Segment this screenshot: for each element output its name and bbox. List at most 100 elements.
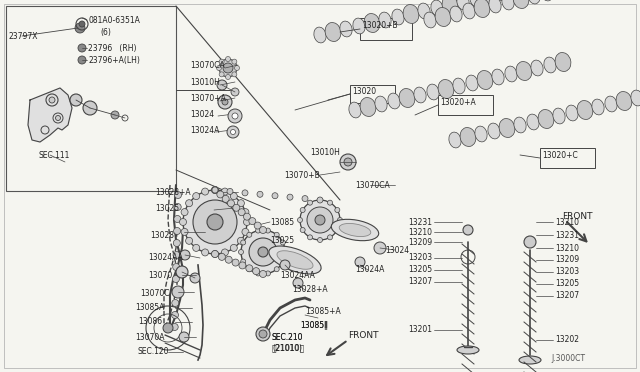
- Circle shape: [173, 228, 180, 234]
- Circle shape: [237, 200, 244, 207]
- Circle shape: [241, 259, 246, 264]
- Bar: [540, 148, 595, 168]
- Circle shape: [259, 270, 266, 278]
- Circle shape: [274, 232, 279, 237]
- Text: SEC.210: SEC.210: [272, 334, 303, 343]
- Circle shape: [219, 59, 224, 64]
- Bar: [350, 85, 395, 103]
- Text: 13210: 13210: [408, 228, 432, 237]
- Ellipse shape: [502, 0, 514, 10]
- Circle shape: [78, 44, 86, 52]
- Circle shape: [335, 228, 340, 232]
- Circle shape: [255, 271, 260, 276]
- Circle shape: [228, 109, 242, 123]
- Text: SEC.120: SEC.120: [138, 347, 170, 356]
- Ellipse shape: [555, 52, 571, 71]
- Circle shape: [238, 209, 245, 216]
- Ellipse shape: [325, 22, 341, 42]
- Ellipse shape: [519, 356, 541, 364]
- Circle shape: [255, 228, 260, 233]
- Circle shape: [111, 111, 119, 119]
- Circle shape: [172, 324, 178, 330]
- Text: 13207: 13207: [408, 278, 432, 286]
- Circle shape: [211, 186, 218, 193]
- Circle shape: [193, 200, 237, 244]
- Circle shape: [174, 215, 181, 222]
- Circle shape: [78, 56, 86, 64]
- Ellipse shape: [379, 12, 391, 28]
- Circle shape: [225, 256, 232, 263]
- Ellipse shape: [463, 3, 475, 19]
- Circle shape: [211, 250, 218, 257]
- Bar: [438, 95, 493, 115]
- Circle shape: [249, 218, 256, 225]
- Text: 13085Ⅱ: 13085Ⅱ: [300, 321, 328, 330]
- Text: 13210: 13210: [555, 244, 579, 253]
- Circle shape: [190, 273, 200, 283]
- Circle shape: [242, 228, 249, 235]
- Text: 13070CA: 13070CA: [190, 61, 225, 70]
- Text: 13070CA: 13070CA: [355, 180, 390, 189]
- Ellipse shape: [360, 97, 376, 116]
- Circle shape: [232, 72, 237, 77]
- Circle shape: [374, 242, 386, 254]
- Ellipse shape: [488, 123, 500, 139]
- Ellipse shape: [538, 109, 554, 128]
- Text: 23796+A(LH): 23796+A(LH): [88, 55, 140, 64]
- Ellipse shape: [528, 0, 540, 4]
- Ellipse shape: [531, 60, 543, 76]
- Circle shape: [230, 244, 237, 251]
- Circle shape: [247, 267, 252, 272]
- Circle shape: [186, 200, 193, 207]
- Ellipse shape: [314, 27, 326, 43]
- Circle shape: [83, 101, 97, 115]
- Text: 13010H: 13010H: [190, 77, 220, 87]
- Circle shape: [227, 126, 239, 138]
- Ellipse shape: [477, 71, 493, 90]
- Circle shape: [300, 208, 305, 212]
- Text: (21010): (21010): [272, 343, 302, 353]
- Ellipse shape: [492, 69, 504, 85]
- Text: 13025: 13025: [270, 235, 294, 244]
- Circle shape: [317, 237, 323, 243]
- Circle shape: [280, 260, 290, 270]
- Ellipse shape: [438, 80, 454, 99]
- Circle shape: [183, 190, 247, 254]
- Ellipse shape: [499, 119, 515, 138]
- Ellipse shape: [453, 78, 465, 94]
- Ellipse shape: [392, 9, 404, 25]
- Polygon shape: [28, 88, 72, 142]
- Ellipse shape: [449, 132, 461, 148]
- Circle shape: [232, 113, 238, 119]
- Circle shape: [242, 190, 248, 196]
- Circle shape: [317, 197, 323, 203]
- Circle shape: [249, 238, 277, 266]
- Circle shape: [232, 259, 239, 266]
- Circle shape: [524, 236, 536, 248]
- Circle shape: [247, 232, 252, 237]
- Circle shape: [272, 193, 278, 199]
- Circle shape: [302, 196, 308, 202]
- Ellipse shape: [474, 0, 490, 17]
- Circle shape: [232, 59, 237, 64]
- Circle shape: [227, 189, 233, 195]
- Ellipse shape: [388, 93, 400, 109]
- Text: 13020: 13020: [352, 87, 376, 96]
- Ellipse shape: [592, 99, 604, 115]
- Circle shape: [49, 97, 55, 103]
- Ellipse shape: [505, 66, 517, 82]
- Circle shape: [193, 193, 200, 200]
- Circle shape: [70, 94, 82, 106]
- Ellipse shape: [339, 224, 371, 237]
- Circle shape: [223, 63, 233, 73]
- Ellipse shape: [442, 0, 458, 15]
- Text: 13085ǁ: 13085ǁ: [300, 321, 328, 330]
- Text: 13024A: 13024A: [190, 125, 220, 135]
- Circle shape: [79, 21, 85, 27]
- Circle shape: [328, 200, 333, 205]
- Circle shape: [315, 215, 325, 225]
- Circle shape: [202, 249, 209, 256]
- Circle shape: [258, 247, 268, 257]
- Text: 13024AA: 13024AA: [280, 270, 315, 279]
- Circle shape: [202, 188, 209, 195]
